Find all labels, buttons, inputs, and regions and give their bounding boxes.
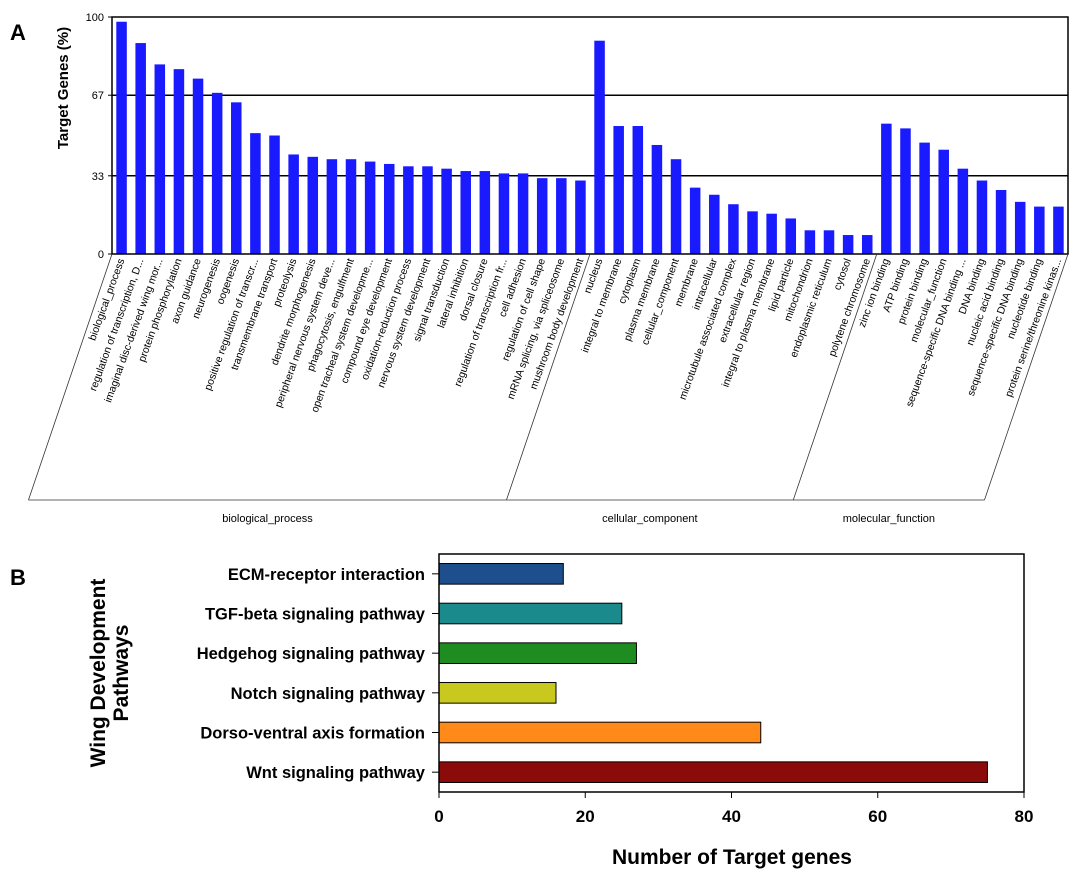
- panel-a-y-axis-label: Target Genes (%): [55, 27, 72, 149]
- panel-a-bar: [747, 211, 758, 254]
- panel-b-bar: [438, 642, 637, 664]
- panel-b-category-label: Hedgehog signaling pathway: [197, 645, 426, 663]
- panel-a-bar: [383, 163, 395, 254]
- panel-b-category-label: ECM-receptor interaction: [228, 566, 425, 584]
- panel-a-bar: [689, 187, 701, 254]
- panel-a-bar: [670, 159, 682, 254]
- panel-a-bar: [613, 126, 624, 254]
- panel-a-bar: [498, 173, 510, 254]
- panel-a-bar: [536, 178, 548, 254]
- panel-b-y-axis-label-line2: Pathways: [110, 625, 133, 722]
- panel-a-bar: [364, 161, 376, 254]
- panel-a-bar: [441, 168, 452, 254]
- panel-a-bar: [173, 69, 185, 254]
- panel-a-bar: [766, 213, 777, 254]
- panel-a-category-groups: biological_process cellular_component mole…: [28, 253, 1069, 525]
- panel-b-bars: [438, 563, 988, 783]
- panel-a-y-tick-label: 33: [92, 171, 104, 183]
- panel-a-bar: [556, 178, 567, 254]
- panel-a-bar: [804, 230, 816, 254]
- panel-a-bar: [575, 180, 586, 254]
- panel-b-x-tick-label: 20: [576, 807, 595, 826]
- panel-a-bar: [1053, 206, 1064, 254]
- panel-a-bar: [1034, 206, 1045, 254]
- panel-a-bar: [154, 64, 166, 255]
- panel-a-bar: [938, 149, 949, 254]
- panel-a-bar: [460, 171, 471, 254]
- panel-b: B Wing Development Pathways ECM-receptor…: [10, 553, 1033, 869]
- panel-a-group-divider: [792, 253, 878, 501]
- panel-b-x-ticks: 0 20 40 60 80: [434, 792, 1033, 826]
- panel-b-x-tick-label: 80: [1015, 807, 1034, 826]
- panel-a-y-tick-label: 100: [86, 12, 104, 24]
- panel-a-bar: [517, 173, 529, 254]
- panel-a-group-divider: [506, 253, 591, 501]
- panel-b-bar: [438, 602, 623, 625]
- panel-a-bar: [900, 128, 911, 254]
- panel-a-bar: [651, 144, 663, 254]
- panel-a-group-label: cellular_component: [602, 513, 697, 525]
- panel-a-group-divider: [984, 253, 1069, 501]
- panel-a-bar: [1014, 201, 1026, 254]
- panel-a-bar: [250, 133, 261, 254]
- panel-a-bar: [345, 159, 357, 254]
- panel-b-bar: [438, 761, 988, 783]
- panel-b-y-axis-label-line1: Wing Development: [87, 579, 110, 768]
- panel-a-group-label: molecular_function: [843, 513, 935, 525]
- panel-a-bar: [823, 230, 835, 254]
- panel-b-category-labels: ECM-receptor interaction TGF-beta signali…: [197, 566, 439, 782]
- panel-a-bar: [192, 78, 204, 255]
- panel-a-bar: [861, 235, 873, 254]
- panel-a-bar: [326, 159, 338, 254]
- panel-a-bar: [403, 166, 414, 254]
- panel-b-x-axis-label: Number of Target genes: [612, 846, 852, 869]
- panel-a-y-tick-label: 0: [98, 249, 104, 261]
- panel-a-bar: [422, 166, 433, 254]
- panel-a-bars: [116, 21, 1064, 255]
- panel-b-x-tick-label: 40: [722, 807, 741, 826]
- panel-a-bar: [709, 194, 720, 254]
- panel-b-label: B: [10, 565, 26, 590]
- panel-a-bar: [594, 40, 605, 255]
- panel-b-x-tick-label: 0: [434, 807, 443, 826]
- panel-a-bar: [957, 168, 969, 254]
- panel-a-y-tick-label: 67: [92, 90, 104, 102]
- panel-b-x-tick-label: 60: [868, 807, 887, 826]
- panel-a-bar: [116, 21, 127, 254]
- panel-a-bar: [211, 92, 223, 254]
- panel-a-bar: [307, 156, 319, 254]
- panel-b-bar: [438, 563, 564, 585]
- panel-a-group-divider: [28, 253, 113, 501]
- panel-a-bar: [785, 218, 797, 254]
- panel-a-bar: [728, 204, 739, 254]
- panel-b-plot-frame: [438, 553, 1025, 793]
- panel-a-bar: [135, 43, 146, 254]
- panel-a-bar: [881, 123, 892, 255]
- panel-b-category-label: Dorso-ventral axis formation: [200, 725, 425, 743]
- panel-a-bar: [288, 154, 299, 254]
- panel-a-bar: [479, 171, 491, 254]
- panel-a: A Target Genes (%) 0 33 67 100 biological_p…: [10, 12, 1069, 525]
- panel-a-bar: [632, 126, 644, 254]
- panel-b-bar: [438, 721, 762, 744]
- panel-a-bar: [842, 235, 854, 254]
- panel-a-bar: [919, 142, 930, 254]
- panel-b-bar: [438, 682, 557, 704]
- panel-a-y-ticks: 0 33 67 100: [86, 12, 112, 261]
- panel-a-bar: [976, 180, 988, 254]
- panel-b-category-label: Wnt signaling pathway: [246, 764, 426, 782]
- panel-a-x-tick-label: integral to membrane: [579, 257, 624, 354]
- panel-a-bar: [231, 102, 242, 254]
- panel-a-bar: [269, 135, 280, 254]
- panel-a-bar: [995, 190, 1007, 254]
- panel-a-group-label: biological_process: [222, 513, 313, 525]
- panel-b-category-label: TGF-beta signaling pathway: [205, 606, 426, 624]
- panel-b-category-label: Notch signaling pathway: [231, 685, 426, 703]
- panel-a-label: A: [10, 20, 26, 45]
